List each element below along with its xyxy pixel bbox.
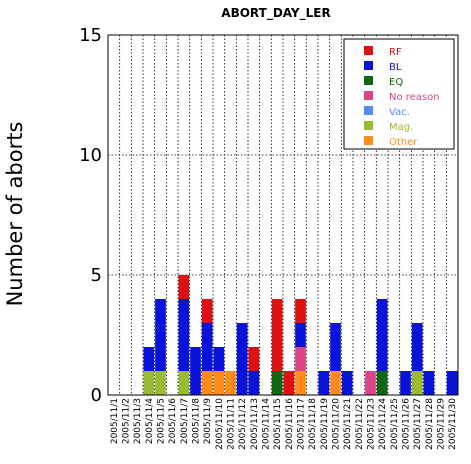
legend-label-rf: RF	[389, 47, 402, 58]
bar-segment-no-reason	[295, 347, 306, 371]
x-tick-label: 2005/11/30	[448, 398, 458, 450]
x-tick-label: 2005/11/14	[262, 398, 272, 450]
x-tick-label: 2005/11/19	[320, 398, 330, 450]
bar-segment-no-reason	[365, 371, 376, 395]
x-tick-label: 2005/11/20	[332, 398, 342, 450]
x-tick-label: 2005/11/11	[227, 398, 237, 450]
y-ticks: 0 5 10 15	[79, 25, 102, 406]
y-tick-label: 0	[91, 385, 102, 406]
x-tick-label: 2005/11/18	[308, 398, 318, 450]
bar-segment-other	[225, 371, 236, 395]
bar-segment-bl	[155, 299, 166, 371]
x-tick-label: 2005/11/10	[215, 398, 225, 450]
x-tick-label: 2005/11/21	[343, 398, 353, 450]
bar-segment-mag-	[411, 371, 423, 395]
bar-segment-other	[213, 371, 225, 395]
x-tick-label: 2005/11/9	[203, 398, 213, 444]
chart-title: ABORT_DAY_LER	[221, 6, 330, 21]
bar-segment-rf	[201, 299, 213, 323]
x-tick-label: 2005/11/28	[425, 398, 435, 450]
x-tick-label: 2005/11/3	[133, 398, 143, 444]
legend-swatch-mag	[364, 121, 373, 130]
legend-swatch-other	[364, 136, 373, 145]
bar-segment-mag-	[155, 371, 166, 395]
x-tick-label: 2005/11/15	[273, 398, 283, 450]
x-tick-label: 2005/11/2	[122, 398, 132, 444]
bar-segment-bl	[201, 323, 213, 371]
legend-label-eq: EQ	[389, 77, 403, 88]
legend-swatch-no-reason	[364, 91, 373, 100]
bar-segment-bl	[318, 371, 330, 395]
bar-segment-bl	[400, 371, 411, 395]
x-tick-label: 2005/11/25	[390, 398, 400, 450]
bar-segment-bl	[411, 323, 423, 371]
x-tick-label: 2005/11/22	[355, 398, 365, 450]
bars	[143, 275, 458, 395]
bar-segment-eq	[376, 371, 388, 395]
bar-segment-bl	[143, 347, 155, 371]
x-tick-label: 2005/11/23	[367, 398, 377, 450]
x-tick-label: 2005/11/5	[157, 398, 167, 444]
bar-segment-bl	[376, 299, 388, 371]
bar-segment-mag-	[178, 371, 190, 395]
legend-label-bl: BL	[389, 62, 402, 73]
y-axis-label: Number of aborts	[3, 122, 27, 307]
legend-swatch-rf	[364, 46, 373, 55]
x-tick-label: 2005/11/13	[250, 398, 260, 450]
plot-frame	[107, 34, 459, 396]
legend-label-other: Other	[389, 137, 418, 148]
legend-swatch-vac	[364, 106, 373, 115]
y-tick-label: 10	[79, 145, 102, 166]
bar-segment-rf	[271, 299, 283, 371]
legend-swatch-eq	[364, 76, 373, 85]
legend-label-vac: Vac.	[389, 107, 410, 118]
legend-swatch-bl	[364, 61, 373, 70]
legend-box	[343, 38, 455, 150]
x-tick-label: 2005/11/29	[437, 398, 447, 450]
x-ticks: 2005/11/1 2005/11/2 2005/11/3 2005/11/4 2005…	[110, 398, 458, 450]
bar-segment-bl	[178, 299, 190, 371]
x-tick-label: 2005/11/6	[168, 398, 178, 444]
y-tick-label: 15	[79, 25, 102, 46]
bar-segment-bl	[446, 371, 458, 395]
x-tick-label: 2005/11/17	[297, 398, 307, 450]
bar-segment-rf	[295, 299, 306, 323]
bar-segment-bl	[190, 347, 201, 395]
x-tick-label: 2005/11/4	[145, 398, 155, 444]
bar-segment-bl	[423, 371, 435, 395]
bar-segment-rf	[283, 371, 295, 395]
x-tick-label: 2005/11/24	[378, 398, 388, 450]
x-tick-label: 2005/11/1	[110, 398, 120, 444]
x-tick-label: 2005/11/27	[413, 398, 423, 450]
legend-label-mag: Mag.	[389, 122, 413, 133]
bar-segment-mag-	[143, 371, 155, 395]
bar-segment-other	[295, 371, 306, 395]
legend: RF BL EQ No reason Vac. Mag. Other	[343, 38, 455, 150]
x-tick-label: 2005/11/8	[192, 398, 202, 444]
x-tick-label: 2005/11/7	[180, 398, 190, 444]
bar-segment-other	[201, 371, 213, 395]
bar-segment-bl	[341, 371, 353, 395]
bar-segment-bl	[236, 323, 248, 395]
bar-segment-other	[330, 371, 341, 395]
bar-segment-bl	[330, 323, 341, 371]
bar-segment-eq	[271, 371, 283, 395]
bar-segment-rf	[248, 347, 260, 371]
x-tick-label: 2005/11/12	[238, 398, 248, 450]
bar-segment-bl	[213, 347, 225, 371]
y-tick-label: 5	[91, 265, 102, 286]
bar-segment-rf	[178, 275, 190, 299]
x-tick-label: 2005/11/16	[285, 398, 295, 450]
legend-label-no-reason: No reason	[389, 92, 440, 103]
bar-segment-bl	[248, 371, 260, 395]
x-tick-label: 2005/11/26	[402, 398, 412, 450]
bar-segment-bl	[295, 323, 306, 347]
